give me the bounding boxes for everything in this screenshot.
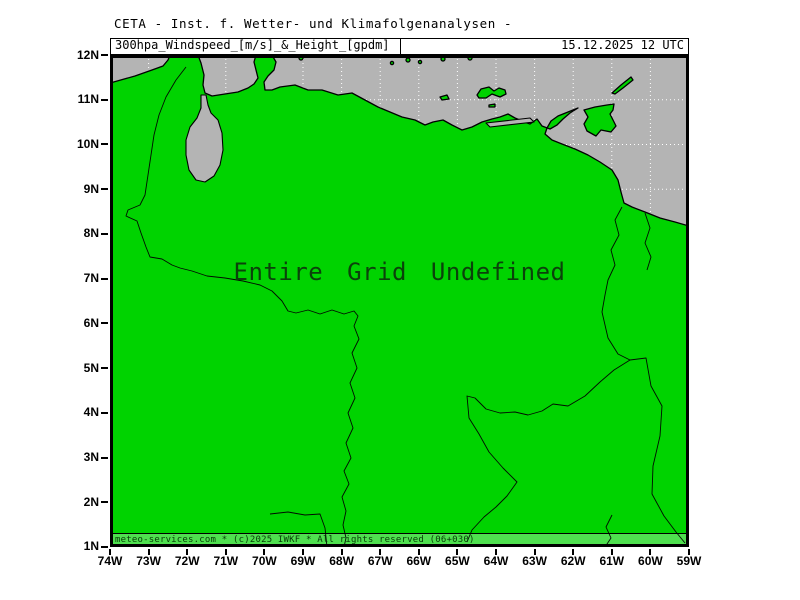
lat-tick-mark xyxy=(101,322,108,325)
lon-tick-label: 67W xyxy=(367,554,393,568)
lat-tick-label: 3N xyxy=(83,450,99,465)
small-island xyxy=(389,60,395,66)
landmass xyxy=(110,55,689,547)
lat-tick-label: 5N xyxy=(83,360,99,375)
lat-tick-label: 6N xyxy=(83,315,99,330)
header-datetime-label: 15.12.2025 12 UTC xyxy=(561,38,684,52)
lon-tick-label: 64W xyxy=(483,554,509,568)
map-canvas xyxy=(110,55,689,547)
lat-tick-label: 8N xyxy=(83,226,99,241)
lat-tick-mark xyxy=(101,143,108,146)
lon-tick-mark xyxy=(533,549,536,555)
lon-tick-label: 74W xyxy=(97,554,123,568)
lat-tick-mark xyxy=(101,545,108,548)
lat-tick-mark xyxy=(101,98,108,101)
river-east xyxy=(604,514,613,547)
lon-tick-label: 65W xyxy=(445,554,470,568)
lon-tick-label: 73W xyxy=(136,554,161,568)
lat-tick-label: 11N xyxy=(77,92,99,107)
lon-tick-mark xyxy=(649,549,652,555)
header-box: 300hpa_Windspeed_[m/s]_&_Height_[gpdm] 1… xyxy=(110,38,689,55)
lon-tick-label: 62W xyxy=(560,554,586,568)
river-delta-branch xyxy=(644,212,652,271)
small-island xyxy=(405,57,411,63)
lon-tick-mark xyxy=(688,549,690,555)
lat-tick-mark xyxy=(101,367,108,370)
lon-tick-label: 72W xyxy=(174,554,200,568)
grid-undefined-status: Entire Grid Undefined xyxy=(233,258,566,286)
lon-tick-mark xyxy=(109,549,111,555)
lon-tick-mark xyxy=(340,549,343,555)
offshore-islands xyxy=(298,55,634,137)
lon-tick-label: 71W xyxy=(213,554,239,568)
lat-tick-label: 2N xyxy=(83,494,99,509)
isla-coche xyxy=(488,103,496,108)
la-tortuga-island xyxy=(439,94,450,101)
gulf-of-cariaco xyxy=(485,117,535,128)
lon-tick-mark xyxy=(147,549,150,555)
tobago-island xyxy=(611,76,634,95)
lat-tick-label: 10N xyxy=(76,136,99,151)
lon-tick-label: 66W xyxy=(406,554,432,568)
lon-tick-mark xyxy=(263,549,266,555)
lat-tick-mark xyxy=(101,411,108,414)
lon-tick-label: 63W xyxy=(522,554,547,568)
lon-tick-mark xyxy=(572,549,575,555)
lon-tick-mark xyxy=(495,549,497,555)
trinidad-island xyxy=(583,103,617,137)
lat-tick-mark xyxy=(101,188,108,191)
lon-tick-mark xyxy=(456,549,459,555)
lon-tick-mark xyxy=(417,549,420,555)
lat-tick-mark xyxy=(101,54,108,56)
lake-maracaibo xyxy=(185,94,224,183)
river-south xyxy=(269,511,328,547)
lon-tick-mark xyxy=(224,549,227,555)
lat-tick-label: 4N xyxy=(83,405,99,420)
isla-margarita xyxy=(476,86,507,99)
plot-title: CETA - Inst. f. Wetter- und Klimafolgena… xyxy=(114,16,513,31)
lat-tick-mark xyxy=(101,456,108,459)
copyright-text: meteo-services.com * (c)2025 IWKF * All … xyxy=(115,535,475,545)
lon-tick-label: 60W xyxy=(638,554,663,568)
map-frame xyxy=(110,55,689,547)
lon-tick-label: 61W xyxy=(599,554,625,568)
lon-tick-mark xyxy=(379,549,382,555)
lon-tick-label: 59W xyxy=(676,554,702,568)
lat-tick-mark xyxy=(101,232,108,235)
river-orinoco-middle xyxy=(466,359,631,543)
rivers xyxy=(125,66,686,547)
lon-tick-label: 70W xyxy=(252,554,277,568)
lat-tick-mark xyxy=(101,277,108,280)
river-orinoco-lower xyxy=(601,206,686,544)
lon-tick-mark xyxy=(302,549,304,555)
header-variable-label: 300hpa_Windspeed_[m/s]_&_Height_[gpdm] xyxy=(111,39,401,54)
lat-tick-label: 7N xyxy=(83,271,99,286)
lon-tick-label: 68W xyxy=(329,554,354,568)
lat-tick-label: 1N xyxy=(83,539,99,554)
lat-tick-label: 9N xyxy=(83,181,99,196)
small-island xyxy=(417,59,423,65)
lat-tick-mark xyxy=(101,501,108,504)
lat-tick-label: 12N xyxy=(76,47,99,62)
lon-tick-mark xyxy=(610,549,613,555)
lon-tick-label: 69W xyxy=(290,554,316,568)
lon-tick-mark xyxy=(186,549,189,555)
river-west-border xyxy=(125,66,360,547)
